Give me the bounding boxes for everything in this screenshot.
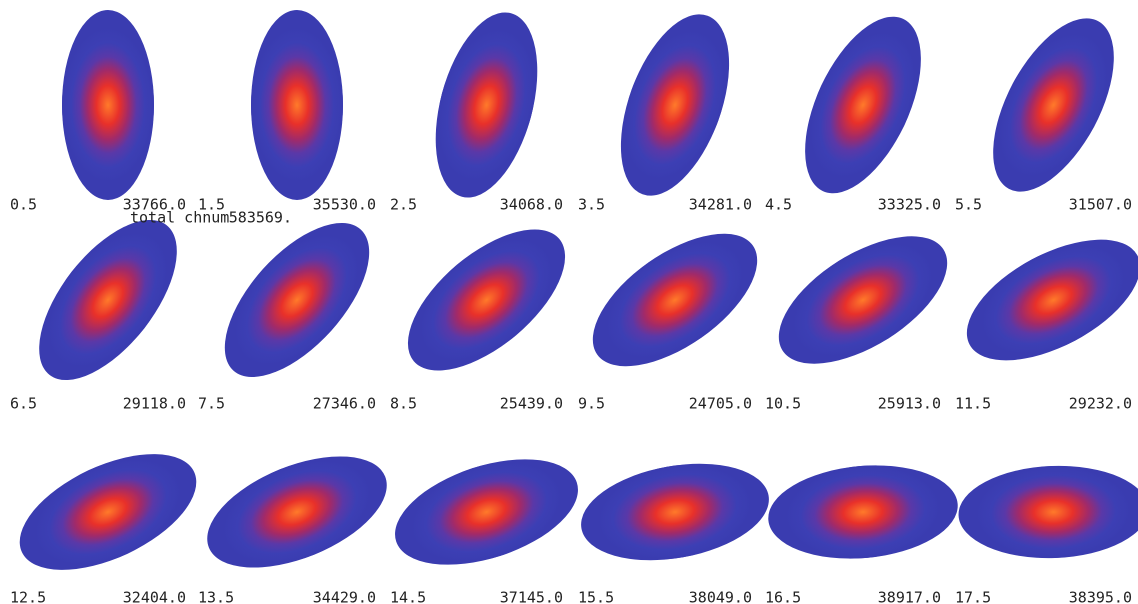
panel — [251, 10, 343, 200]
panel-label: 1.5 — [198, 196, 225, 214]
panel-label: 12.5 — [10, 589, 46, 604]
panel — [13, 197, 202, 403]
panel-count: 29118.0 — [123, 395, 186, 413]
panel-label: 13.5 — [198, 589, 234, 604]
panel-label: 17.5 — [955, 589, 991, 604]
panel-count: 38049.0 — [689, 589, 752, 604]
heat-map — [62, 27, 154, 183]
panel-count: 31507.0 — [1069, 196, 1132, 214]
panel-count: 38395.0 — [1069, 589, 1132, 604]
panel-count: 27346.0 — [313, 395, 376, 413]
panel — [781, 0, 945, 211]
figure: total chnum 583569. 0.533766.01.535530.0… — [0, 0, 1138, 604]
panel-count: 24705.0 — [689, 395, 752, 413]
panel-label: 5.5 — [955, 196, 982, 214]
panel-label: 4.5 — [765, 196, 792, 214]
panel — [571, 208, 779, 392]
heat-map — [251, 27, 343, 183]
panel-label: 14.5 — [390, 589, 426, 604]
panel-count: 38917.0 — [878, 589, 941, 604]
panel — [192, 434, 403, 590]
panel-count: 33325.0 — [878, 196, 941, 214]
panel-count: 35530.0 — [313, 196, 376, 214]
panel — [573, 450, 776, 574]
panel-count: 29232.0 — [1069, 395, 1132, 413]
panel-label: 8.5 — [390, 395, 417, 413]
panel-count: 32404.0 — [123, 589, 186, 604]
panel-count: 33766.0 — [123, 196, 186, 214]
panel-label: 15.5 — [578, 589, 614, 604]
panel-label: 7.5 — [198, 395, 225, 413]
panel-count: 34281.0 — [689, 196, 752, 214]
panel-label: 6.5 — [10, 395, 37, 413]
panel — [948, 215, 1138, 385]
panel — [599, 0, 750, 210]
panel-count: 25913.0 — [878, 395, 941, 413]
panel — [968, 0, 1138, 210]
panel — [758, 211, 968, 390]
panel-label: 16.5 — [765, 589, 801, 604]
panel-label: 9.5 — [578, 395, 605, 413]
panel-count: 34068.0 — [500, 196, 563, 214]
panel — [764, 458, 961, 566]
panel — [2, 430, 213, 594]
panel — [199, 199, 395, 402]
panel-count: 34429.0 — [313, 589, 376, 604]
panel — [62, 10, 154, 200]
panel — [382, 439, 591, 585]
panel-count: 25439.0 — [500, 395, 563, 413]
total-value: 583569. — [229, 209, 292, 227]
panel-label: 3.5 — [578, 196, 605, 214]
panel-grid — [2, 0, 1138, 594]
panel-count: 37145.0 — [500, 589, 563, 604]
panel — [384, 204, 589, 397]
panel — [957, 463, 1138, 562]
page: {"panels": [ {"label": "0.5", "count": "… — [0, 0, 1138, 604]
panel-label: 11.5 — [955, 395, 991, 413]
panel — [417, 1, 555, 208]
panel-label: 2.5 — [390, 196, 417, 214]
panel-label: 0.5 — [10, 196, 37, 214]
panel-label: 10.5 — [765, 395, 801, 413]
